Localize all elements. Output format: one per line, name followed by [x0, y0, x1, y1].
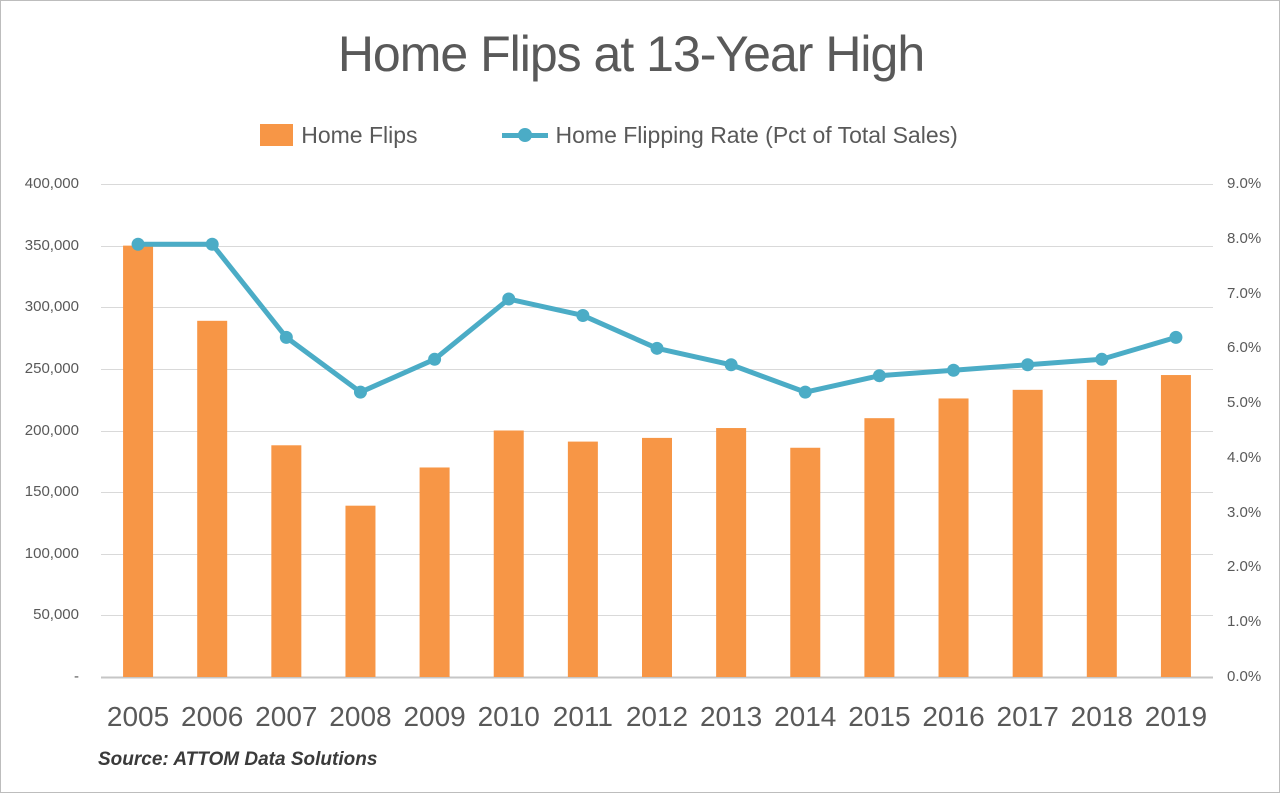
bar-2018 — [1086, 379, 1117, 677]
x-axis-label-2018: 2018 — [1070, 701, 1133, 732]
point-2016 — [947, 363, 961, 377]
source-note: Source: ATTOM Data Solutions — [98, 749, 378, 770]
x-axis-label-2005: 2005 — [106, 701, 170, 732]
plot-area — [101, 184, 1213, 679]
x-axis-label-2013: 2013 — [699, 701, 763, 732]
bar-2008 — [345, 505, 376, 677]
point-2006 — [205, 237, 219, 251]
chart-title: Home Flips at 13-Year High — [337, 26, 925, 82]
left-axis-tick: - — [74, 668, 79, 685]
bar-2009 — [419, 467, 450, 677]
x-axis-label-2012: 2012 — [625, 701, 689, 732]
bar-2011 — [567, 441, 598, 677]
left-axis-tick: 250,000 — [24, 359, 79, 377]
point-2019 — [1169, 330, 1183, 344]
x-axis-label-2008: 2008 — [329, 701, 392, 732]
x-axis-label-2011: 2011 — [552, 701, 613, 732]
bar-2010 — [493, 430, 524, 677]
point-2005 — [131, 237, 145, 251]
right-axis-tick: 1.0% — [1227, 613, 1262, 631]
flipping-rate-line-icon — [501, 128, 548, 142]
left-axis-tick: 50,000 — [33, 606, 79, 624]
bar-2015 — [864, 418, 895, 677]
right-axis-tick: 3.0% — [1227, 503, 1262, 521]
point-2009 — [428, 352, 442, 366]
home-flips-swatch-icon — [260, 124, 294, 146]
left-axis-tick: 300,000 — [24, 298, 79, 316]
x-axis-label-2006: 2006 — [181, 701, 244, 732]
right-axis-tick: 6.0% — [1227, 339, 1262, 357]
right-axis-tick: 4.0% — [1227, 448, 1262, 466]
point-2008 — [353, 385, 367, 399]
point-2017 — [1021, 358, 1035, 372]
point-2007 — [279, 330, 293, 344]
right-axis-tick: 0.0% — [1227, 668, 1262, 685]
bar-2012 — [642, 437, 672, 677]
left-axis-tick: 350,000 — [24, 236, 79, 254]
left-axis-tick: 400,000 — [24, 175, 79, 192]
left-axis-tick: 200,000 — [24, 421, 79, 439]
legend-item-home-flips: Home Flips — [260, 121, 418, 149]
right-axis-tick: 7.0% — [1227, 284, 1262, 302]
right-axis-tick: 5.0% — [1227, 394, 1262, 412]
legend-item-flipping-rate: Home Flipping Rate (Pct of Total Sales) — [501, 121, 958, 149]
bar-2017 — [1012, 389, 1043, 677]
x-axis-label-2015: 2015 — [848, 701, 911, 732]
x-axis-label-2019: 2019 — [1144, 701, 1208, 732]
right-axis-tick: 2.0% — [1227, 558, 1262, 576]
point-2015 — [872, 369, 886, 383]
point-2013 — [724, 358, 738, 372]
x-axis-label-2014: 2014 — [774, 701, 837, 732]
right-axis-tick: 9.0% — [1227, 175, 1262, 192]
left-axis-tick: 150,000 — [24, 483, 79, 501]
x-axis-label-2010: 2010 — [477, 701, 540, 732]
point-2012 — [650, 341, 664, 355]
point-2018 — [1095, 352, 1109, 366]
x-axis-label-2007: 2007 — [255, 701, 318, 732]
bar-2007 — [271, 445, 302, 677]
bar-2014 — [790, 447, 821, 677]
bar-2019 — [1160, 375, 1191, 677]
point-2014 — [798, 385, 812, 399]
chart-legend: Home Flips Home Flipping Rate (Pct of To… — [1, 117, 1217, 153]
bar-2016 — [938, 398, 969, 677]
legend-label-flipping-rate: Home Flipping Rate (Pct of Total Sales) — [555, 121, 958, 148]
legend-label-home-flips: Home Flips — [301, 121, 418, 148]
x-axis-label-2016: 2016 — [922, 701, 985, 732]
bar-2005 — [123, 245, 154, 677]
right-axis-tick: 8.0% — [1227, 229, 1262, 247]
x-axis-label-2017: 2017 — [996, 701, 1059, 732]
left-axis-tick: 100,000 — [24, 544, 79, 562]
point-2010 — [502, 292, 516, 306]
bar-2006 — [197, 320, 228, 677]
x-axis-label-2009: 2009 — [403, 701, 466, 732]
point-2011 — [576, 308, 590, 322]
bar-2013 — [716, 428, 747, 677]
